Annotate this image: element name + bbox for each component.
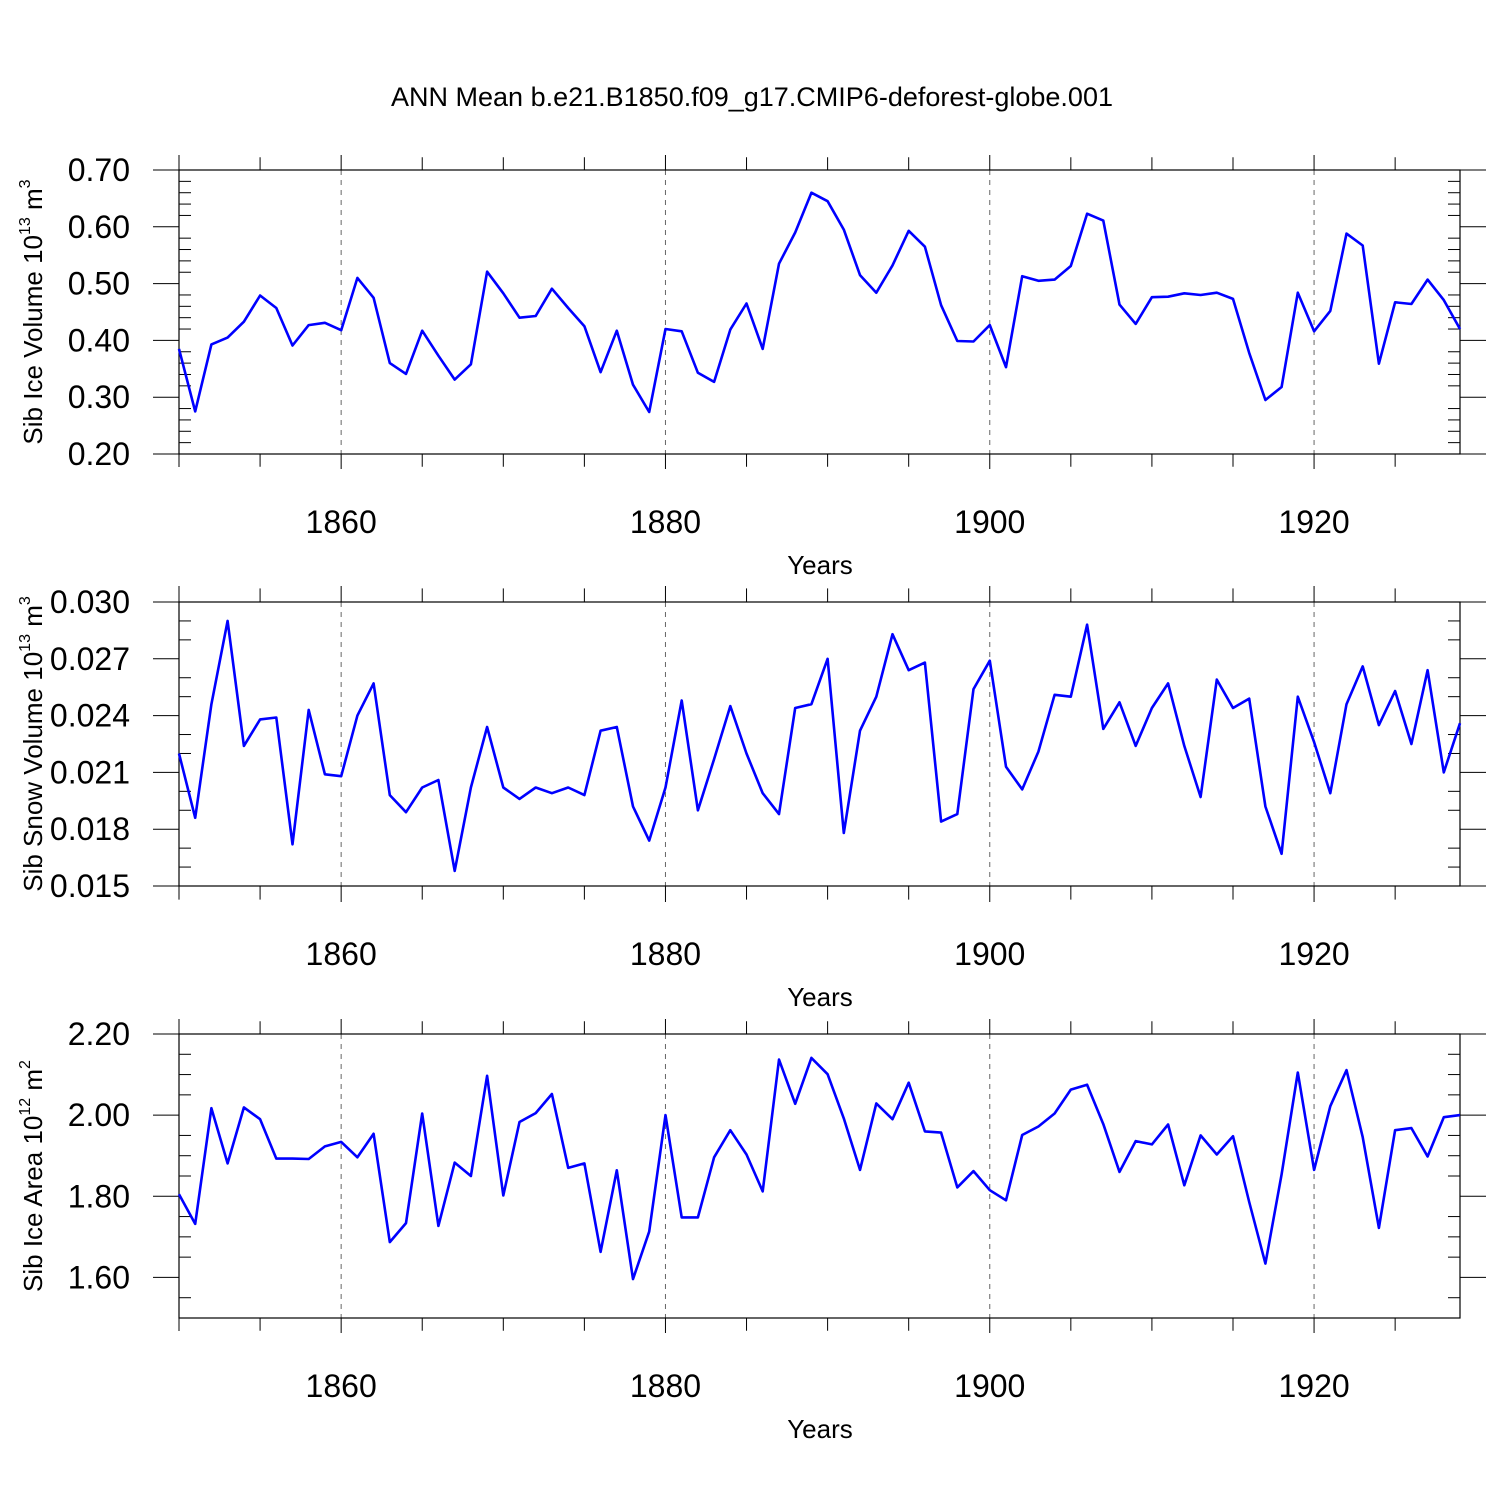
y-tick-label: 0.50	[68, 266, 130, 302]
x-tick-label: 1860	[306, 504, 377, 540]
y-tick-label: 1.60	[68, 1259, 130, 1295]
series-line-sib-ice-area	[177, 1056, 1461, 1281]
x-tick-label: 1880	[630, 1368, 701, 1404]
y-tick-label: 2.00	[68, 1097, 130, 1133]
x-tick-label: 1860	[306, 936, 377, 972]
y-tick-label: 0.60	[68, 209, 130, 245]
y-tick-label: 0.40	[68, 322, 130, 358]
series-line-sib-ice-volume	[177, 191, 1462, 414]
y-tick-label: 0.024	[50, 698, 130, 734]
x-tick-label: 1860	[306, 1368, 377, 1404]
x-axis-label: Years	[787, 1414, 853, 1444]
y-tick-label: 2.20	[68, 1016, 130, 1052]
y-axis-label: Sib Ice Area 1012 m2	[17, 1060, 48, 1292]
y-tick-label: 0.30	[68, 379, 130, 415]
y-tick-label: 0.030	[50, 584, 130, 620]
x-tick-label: 1920	[1278, 504, 1349, 540]
x-axis-label: Years	[787, 550, 853, 580]
y-tick-label: 0.027	[50, 641, 130, 677]
panel-sib-ice-area: 1860 1880 1900 1920 Years 1.60 1.80 2.00 2.20 Sib…	[17, 1016, 1486, 1444]
y-tick-label: 0.20	[68, 436, 130, 472]
x-tick-label: 1900	[954, 1368, 1025, 1404]
plot-frame	[178, 1033, 1461, 1319]
y-tick-label: 1.80	[68, 1178, 130, 1214]
chart-title: ANN Mean b.e21.B1850.f09_g17.CMIP6-defor…	[391, 82, 1113, 112]
y-axis-label: Sib Snow Volume 1013 m3	[17, 596, 48, 892]
x-tick-label: 1900	[954, 504, 1025, 540]
panel-sib-snow-volume: 1860 1880 1900 1920 Years 0.015 0.018 0.021 0.02…	[17, 584, 1486, 1012]
y-axis-label: Sib Ice Volume 1013 m3	[17, 179, 48, 444]
y-tick-label: 0.015	[50, 868, 130, 904]
panel-sib-ice-volume: 1860 1880 1900 1920 Years 0.20 0.30 0.40 0.50 0.6…	[17, 152, 1486, 580]
x-tick-label: 1920	[1278, 936, 1349, 972]
x-axis-label: Years	[787, 982, 853, 1012]
y-tick-label: 0.018	[50, 811, 130, 847]
x-tick-label: 1920	[1278, 1368, 1349, 1404]
x-tick-label: 1900	[954, 936, 1025, 972]
y-tick-label: 0.021	[50, 754, 130, 790]
plot-frame	[178, 169, 1461, 455]
plot-frame	[178, 601, 1461, 887]
x-tick-label: 1880	[630, 936, 701, 972]
series-line-sib-snow-volume	[177, 619, 1462, 873]
y-tick-label: 0.70	[68, 152, 130, 188]
x-tick-label: 1880	[630, 504, 701, 540]
